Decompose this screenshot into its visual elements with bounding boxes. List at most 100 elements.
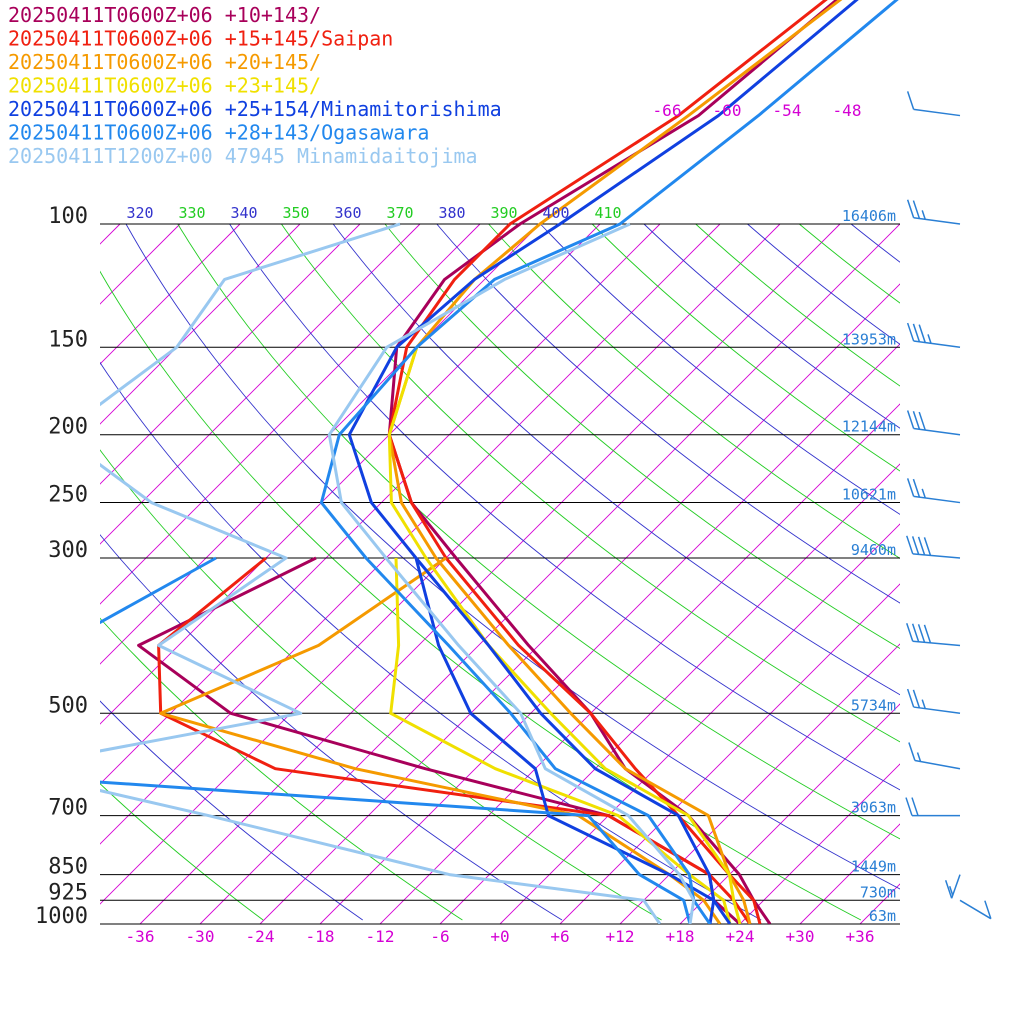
dewpoint-profile-line: [157, 556, 752, 924]
wind-barb-staff: [912, 553, 961, 559]
isotherm-line: [319, 343, 900, 924]
wind-barb-flag: [917, 536, 926, 556]
wind-barb: [906, 199, 961, 225]
pressure-label: 500: [48, 693, 88, 718]
temperature-tick-label: -6: [430, 927, 449, 946]
wind-barb-half-flag: [916, 752, 922, 762]
height-label: 9460m: [851, 541, 896, 559]
pressure-label: 850: [48, 855, 88, 880]
theta-line: [488, 223, 900, 559]
wind-barb-staff: [959, 899, 992, 920]
theta-line: [100, 700, 363, 921]
temperature-tick-label: +24: [726, 927, 755, 946]
isotherm-line: [100, 223, 721, 845]
isotherm-line: [739, 763, 900, 924]
isotherm-line: [859, 883, 900, 924]
theta-line: [177, 223, 900, 840]
dewpoint-profile-line: [100, 222, 662, 924]
isotherm-line: [100, 223, 481, 605]
theta-line: [384, 223, 900, 650]
theta-label: 400: [542, 204, 569, 222]
wind-barb-flag: [912, 478, 921, 498]
height-label: 16406m: [842, 207, 896, 225]
wind-barb-flag: [906, 623, 914, 642]
height-label: 12144m: [842, 418, 896, 436]
dewpoint-profile-line: [414, 557, 716, 924]
temperature-tick-label: -36: [126, 927, 155, 946]
theta-line: [281, 223, 900, 743]
height-label: 5734m: [851, 696, 896, 714]
theta-label: 330: [178, 204, 205, 222]
theta-label: 350: [282, 204, 309, 222]
theta-line: [229, 223, 900, 791]
wind-barb-flag: [906, 199, 915, 219]
theta-line: [643, 223, 900, 429]
temperature-tick-label: -18: [306, 927, 335, 946]
wind-barb-half-flag: [927, 334, 932, 344]
legend-entry: 20250411T0600Z+06 +23+145/: [8, 74, 321, 98]
dewpoint-profile-line: [159, 556, 722, 924]
isotherm-line: [799, 823, 900, 924]
isotherm-line: [920, 224, 1024, 924]
isotherm-line: [980, 224, 1024, 924]
wind-barb-half-flag: [921, 488, 926, 499]
upper-temperature-label: -66: [653, 101, 682, 120]
temperature-tick-label: -12: [366, 927, 395, 946]
legend-entry: 20250411T0600Z+06 +28+143/Ogasawara: [8, 121, 429, 145]
wind-barb-flag: [912, 689, 921, 709]
wind-barb-staff: [912, 640, 961, 647]
upper-temperature-label: -48: [833, 101, 862, 120]
upper-temperature-label: -60: [713, 101, 742, 120]
wind-barb-half-flag: [921, 210, 926, 220]
isotherm-line: [379, 403, 900, 924]
pressure-label: 150: [48, 327, 88, 352]
height-label: 1449m: [851, 858, 896, 876]
legend-entry: 20250411T0600Z+06 +25+154/Minamitorishim…: [8, 97, 502, 121]
wind-barb-flag: [984, 900, 992, 919]
theta-line: [100, 534, 563, 921]
theta-line: [100, 449, 662, 921]
temperature-profile-line: [347, 0, 859, 924]
wind-barb-flag: [923, 624, 932, 644]
wind-barb: [908, 742, 961, 770]
pressure-label: 100: [48, 204, 88, 229]
height-label: 63m: [869, 907, 896, 925]
wind-barbs: [905, 91, 992, 920]
theta-label: 340: [230, 204, 257, 222]
isotherm-line: [100, 223, 601, 725]
theta-line: [747, 223, 900, 345]
wind-barb: [906, 322, 961, 349]
wind-barb: [944, 874, 961, 899]
temperature-tick-label: +0: [490, 927, 509, 946]
pressure-label: 250: [48, 483, 88, 508]
legend-entry: 20250411T1200Z+00 47945 Minamidaitojima: [8, 144, 478, 168]
height-label: 10621m: [842, 486, 896, 504]
wind-barb-staff: [913, 706, 961, 715]
theta-label: 360: [334, 204, 361, 222]
wind-barb-flag: [911, 623, 920, 643]
theta-label: 390: [490, 204, 517, 222]
wind-barb-half-flag: [921, 699, 926, 709]
wind-barb: [906, 410, 961, 436]
theta-label: 370: [386, 204, 413, 222]
legend-entry: 20250411T0600Z+06 +20+145/: [8, 50, 321, 74]
temperature-profile-line: [387, 346, 742, 924]
wind-barb-flag: [906, 688, 915, 708]
wind-barb-flag: [912, 411, 921, 430]
theta-line: [436, 223, 900, 604]
wind-barb: [906, 688, 961, 715]
isotherm-line: [259, 283, 900, 924]
isotherm-line: [679, 703, 900, 924]
wind-barb: [906, 623, 961, 647]
wind-barb-flag: [944, 879, 953, 899]
theta-label: 380: [438, 204, 465, 222]
wind-barb: [905, 797, 960, 817]
height-label: 3063m: [851, 799, 896, 817]
temperature-tick-label: +18: [666, 927, 695, 946]
dewpoint-profile-line: [137, 556, 742, 924]
pressure-label: 300: [48, 538, 88, 563]
wind-barb-staff: [913, 108, 961, 117]
legend-entry: 20250411T0600Z+06 +10+143/: [8, 3, 321, 27]
